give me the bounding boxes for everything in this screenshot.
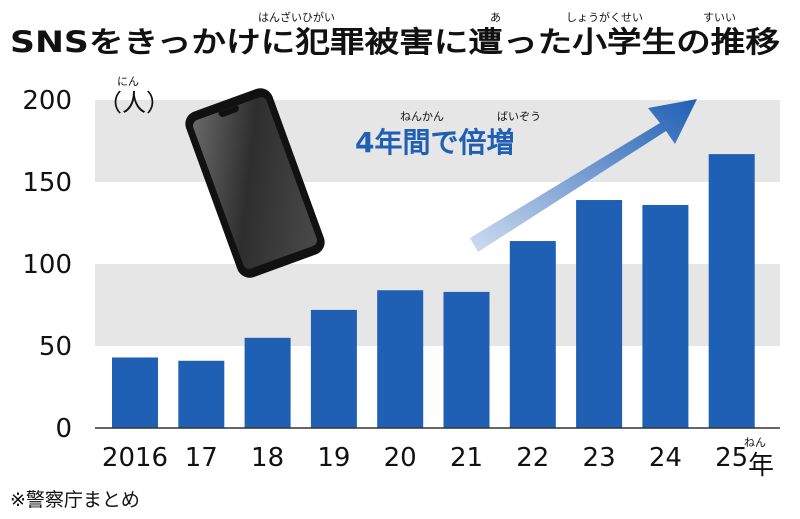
year-suffix-ruby: ねん (744, 436, 766, 449)
x-tick-label: 22 (516, 443, 549, 473)
bars (112, 154, 755, 428)
bar-21 (443, 291, 490, 428)
trend-arrow (470, 99, 697, 252)
x-tick-label: 17 (185, 443, 218, 473)
x-tick-label: 25 (715, 443, 748, 473)
x-tick-label: 24 (649, 443, 682, 473)
chart-title: SNSをきっかけに犯罪被害に遭った小学生の推移 (10, 25, 780, 59)
x-tick-label: 20 (384, 443, 417, 473)
title-ruby-shougakusei: しょうがくせい (566, 10, 643, 24)
y-axis: 0 50 100 150 200 (22, 86, 72, 444)
y-unit-label: （人） (98, 89, 170, 117)
chart-title-group: はんざいひがい あ しょうがくせい すいい SNSをきっかけに犯罪被害に遭った小… (10, 10, 780, 59)
x-tick-label: 21 (450, 443, 483, 473)
x-tick-label: 18 (251, 443, 284, 473)
x-tick-label: 19 (317, 443, 350, 473)
source-note: ※警察庁まとめ (10, 489, 140, 511)
title-ruby-suii: すいい (703, 11, 736, 24)
y-tick-label: 50 (39, 332, 72, 362)
title-ruby-hanzai: はんざいひがい (258, 10, 335, 24)
bar-18 (244, 337, 291, 428)
unit-ruby: にん (117, 75, 139, 88)
bar-17 (178, 360, 225, 428)
y-tick-label: 0 (55, 414, 72, 444)
x-tick-label: 2016 (102, 443, 168, 473)
bar-25 (708, 154, 755, 428)
y-tick-label: 100 (22, 250, 72, 280)
bar-23 (576, 200, 623, 428)
x-tick-label: 23 (583, 443, 616, 473)
bar-24 (642, 204, 689, 428)
y-tick-label: 150 (22, 168, 72, 198)
annotation-group: ねんかん ばいぞう 4年間で倍増 (355, 110, 541, 159)
x-axis: 2016 17 18 19 20 21 22 23 24 25 (102, 443, 748, 473)
annotation-ruby-nenkan: ねんかん (400, 110, 444, 123)
bar-22 (509, 241, 556, 428)
year-suffix: 年 (748, 451, 774, 481)
y-tick-label: 200 (22, 86, 72, 116)
annotation-ruby-baizou: ばいぞう (497, 110, 541, 123)
title-ruby-a: あ (490, 11, 501, 24)
bar-20 (377, 290, 424, 428)
bar-2016 (112, 357, 158, 428)
annotation-text: 4年間で倍増 (355, 126, 514, 159)
bar-19 (310, 309, 357, 428)
smartphone-icon (185, 88, 325, 278)
